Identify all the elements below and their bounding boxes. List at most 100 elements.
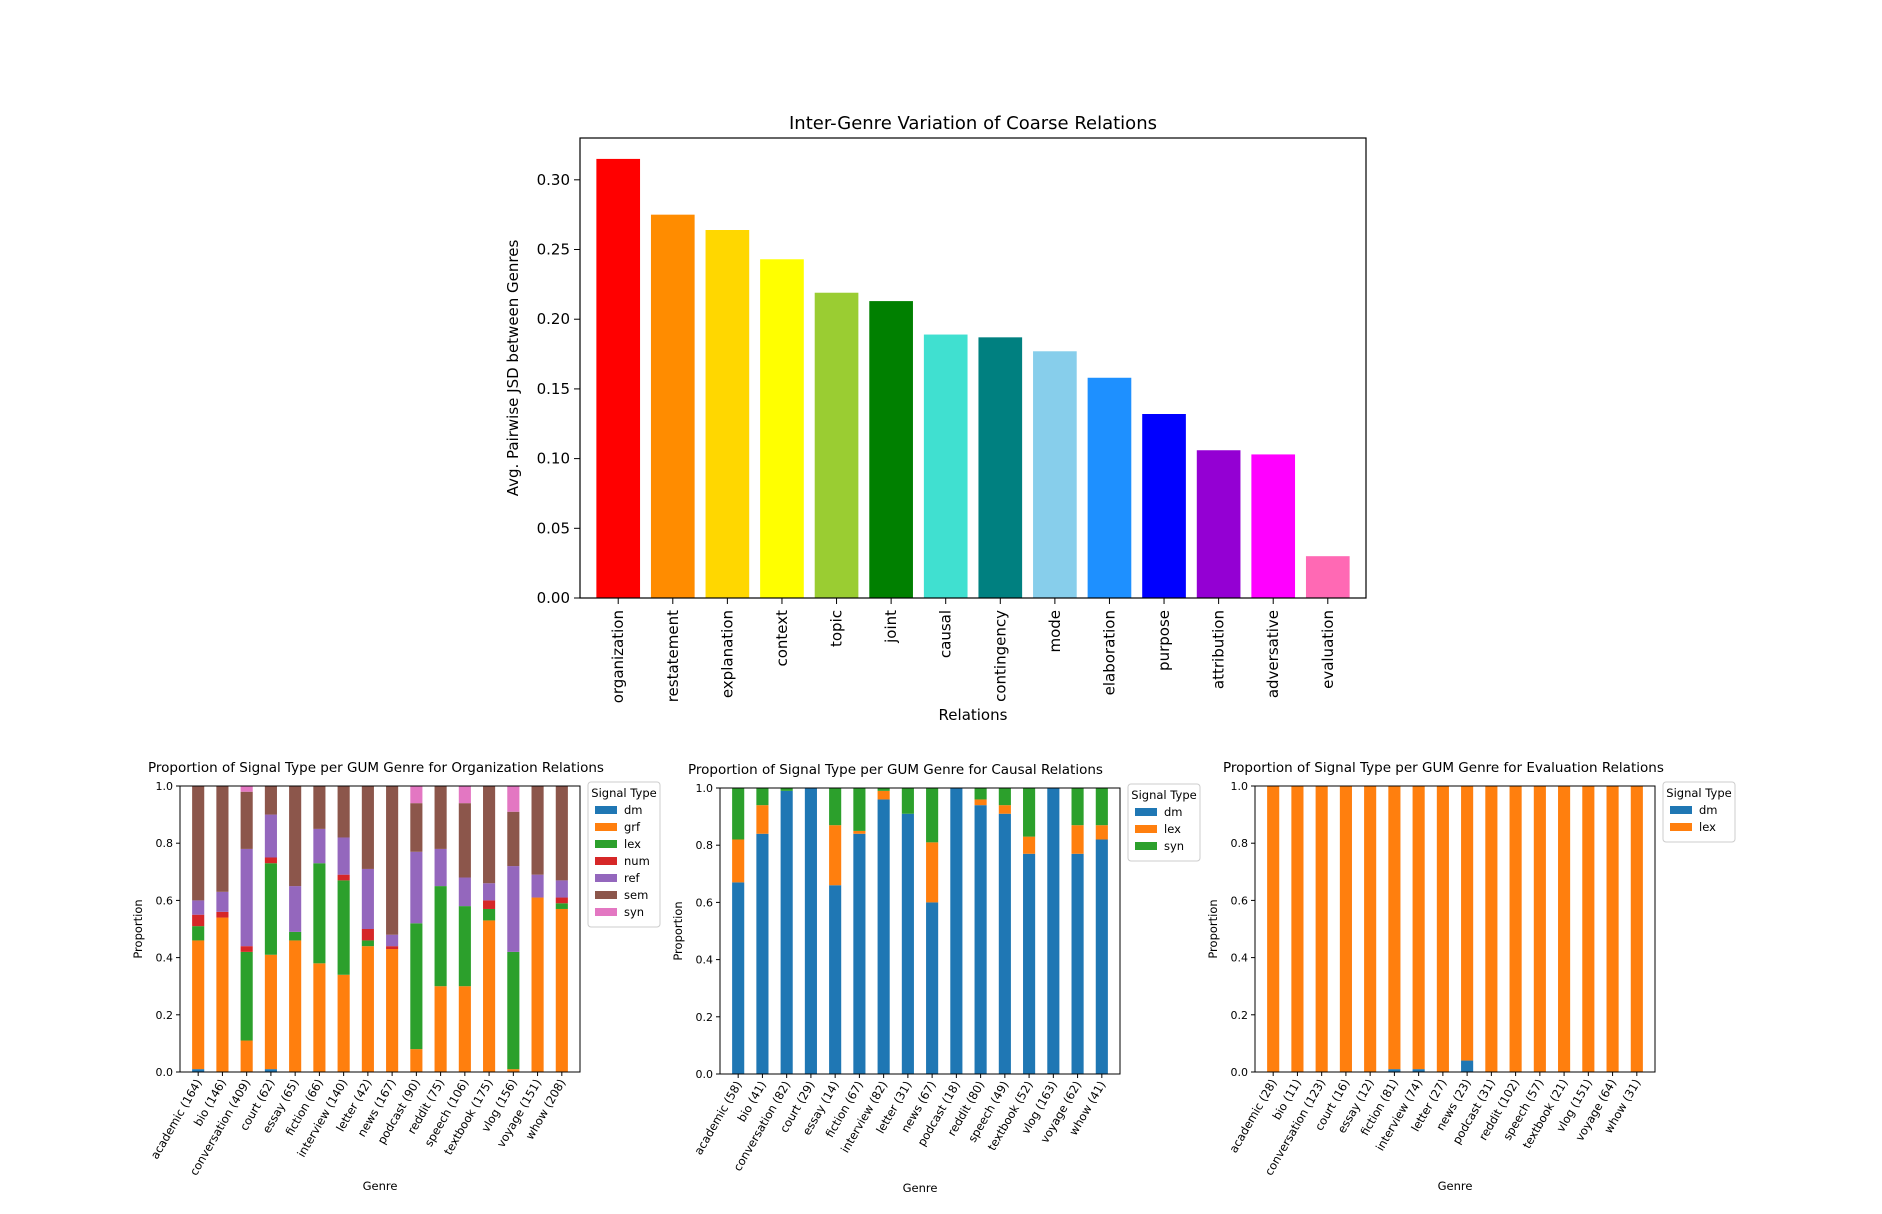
legend-swatch-dm (595, 806, 617, 814)
legend-label-lex: lex (1164, 822, 1181, 836)
bar-voyage-sem (531, 786, 544, 875)
bar-joint (869, 301, 913, 598)
bar-vlog-lex (507, 951, 520, 1070)
x-tick-label-purpose: purpose (1155, 610, 1173, 671)
bar-academic-grf (192, 940, 205, 1070)
bar-reddit-ref (434, 848, 447, 887)
bar-vlog-grf (507, 1069, 520, 1072)
bar-interview-lex (877, 790, 890, 800)
bar-interview-num (337, 874, 350, 881)
bar-podcast-lex (410, 923, 423, 1050)
legend-label-lex: lex (1699, 820, 1716, 834)
bar-whow-dm (1095, 839, 1108, 1074)
bar-reddit-sem (434, 786, 447, 849)
bar-academic-num (192, 914, 205, 927)
legend-box (587, 781, 661, 928)
y-tick-label: 0.8 (156, 837, 174, 850)
legend-label-sem: sem (624, 888, 648, 902)
bar-mode (1033, 351, 1077, 598)
bar-letter-grf (361, 946, 374, 1072)
legend-swatch-syn (1135, 842, 1157, 850)
bar-attribution (1196, 450, 1241, 598)
bar-interview-lex (337, 880, 350, 975)
y-tick-label: 0.2 (156, 1009, 174, 1022)
bar-letter-sem (361, 786, 374, 869)
bar-fiction-lex (1388, 786, 1401, 1070)
bar-news-num (386, 946, 399, 950)
bar-court-dm (264, 1069, 277, 1072)
bar-bio-ref (216, 891, 229, 912)
y-tick-label: 0.6 (1231, 894, 1249, 907)
bar-voyage-grf (531, 897, 544, 1072)
bar-fiction-sem (313, 786, 326, 829)
bar-fiction-ref (313, 828, 326, 864)
legend-swatch-dm (1135, 808, 1157, 816)
bar-essay-dm (829, 885, 842, 1074)
legend-swatch-ref (595, 874, 617, 882)
legend-label-dm: dm (624, 803, 643, 817)
bar-news-syn (926, 788, 939, 843)
x-axis-label: Genre (1438, 1179, 1473, 1193)
bar-fiction-syn (853, 788, 866, 831)
bar-essay-grf (289, 940, 302, 1072)
bar-court-dm (804, 788, 817, 1074)
bar-podcast-syn (410, 786, 423, 804)
y-tick-label: 0.2 (1231, 1009, 1249, 1022)
bar-textbook-lex (1023, 836, 1036, 854)
legend-title: Signal Type (1131, 788, 1196, 802)
y-tick-label: 0.15 (537, 380, 570, 398)
y-tick-label: 0.6 (696, 896, 714, 909)
x-tick-label-context: context (773, 610, 791, 667)
legend-label-num: num (624, 854, 650, 868)
bar-vlog-dm (1047, 788, 1060, 1074)
legend-label-dm: dm (1164, 805, 1183, 819)
bar-reddit-syn (974, 788, 987, 800)
x-tick-label-restatement: restatement (664, 610, 682, 702)
bar-interview-dm (877, 799, 890, 1074)
bar-whow-ref (555, 880, 568, 898)
bar-organization (596, 158, 641, 598)
legend-swatch-grf (595, 823, 617, 831)
chart-inter-genre-variation: Inter-Genre Variation of Coarse Relation… (504, 113, 1367, 724)
y-axis-label: Proportion (671, 901, 685, 960)
bar-bio-grf (216, 917, 229, 1072)
bar-voyage-lex (1606, 786, 1619, 1072)
bar-speech-sem (458, 803, 471, 878)
y-axis-label: Proportion (131, 899, 145, 958)
bar-speech-lex (998, 805, 1011, 814)
legend: Signal Type dm lex syn (1127, 783, 1201, 862)
bar-speech-syn (458, 786, 471, 804)
bar-essay-lex (829, 825, 842, 886)
bar-textbook-lex (483, 908, 496, 921)
bar-conversation-dm (780, 790, 793, 1074)
bar-elaboration (1087, 377, 1132, 598)
x-tick-label-explanation: explanation (718, 610, 736, 698)
y-tick-label: 0.8 (1231, 837, 1249, 850)
x-tick-label-contingency: contingency (991, 610, 1009, 702)
bar-restatement (650, 214, 695, 598)
bar-academic-lex (1267, 786, 1280, 1072)
bar-conversation-sem (240, 791, 253, 849)
bar-speech-grf (458, 986, 471, 1072)
chart-title: Proportion of Signal Type per GUM Genre … (688, 762, 1103, 778)
plot-frame (179, 785, 581, 1073)
y-tick-label: 0.8 (696, 839, 714, 852)
bar-interview-lex (1412, 786, 1425, 1070)
x-axis-label: Relations (939, 706, 1008, 724)
y-tick-label: 0.25 (537, 241, 570, 259)
bar-voyage-lex (1071, 825, 1084, 854)
legend-label-ref: ref (624, 871, 641, 885)
legend-title: Signal Type (591, 786, 656, 800)
legend-swatch-lex (595, 840, 617, 848)
bar-bio-syn (756, 788, 769, 806)
bar-conversation-syn (240, 786, 253, 792)
bar-fiction-dm (853, 833, 866, 1074)
bar-letter-lex (361, 940, 374, 947)
chart-stacked-2: Proportion of Signal Type per GUM Genre … (671, 762, 1201, 1195)
bar-voyage-ref (531, 874, 544, 898)
bar-letter-dm (901, 813, 914, 1074)
bar-speech-ref (458, 877, 471, 907)
bar-reddit-lex (434, 886, 447, 987)
legend-swatch-lex (1670, 823, 1692, 831)
